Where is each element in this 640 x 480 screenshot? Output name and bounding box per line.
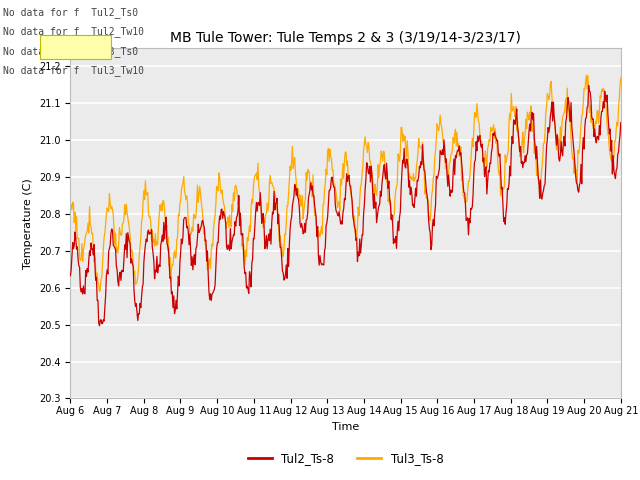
- Text: No data for f  Tul3_Tw10: No data for f Tul3_Tw10: [3, 65, 144, 76]
- Text: No data for f  Tul2_Ts0: No data for f Tul2_Ts0: [3, 7, 138, 18]
- Y-axis label: Temperature (C): Temperature (C): [24, 178, 33, 269]
- Text: MB Tule: MB Tule: [46, 43, 89, 53]
- Text: No data for f  Tul2_Tw10: No data for f Tul2_Tw10: [3, 26, 144, 37]
- Legend: Tul2_Ts-8, Tul3_Ts-8: Tul2_Ts-8, Tul3_Ts-8: [243, 447, 448, 469]
- Text: No data for f  Tul3_Ts0: No data for f Tul3_Ts0: [3, 46, 138, 57]
- X-axis label: Time: Time: [332, 421, 359, 432]
- Title: MB Tule Tower: Tule Temps 2 & 3 (3/19/14-3/23/17): MB Tule Tower: Tule Temps 2 & 3 (3/19/14…: [170, 32, 521, 46]
